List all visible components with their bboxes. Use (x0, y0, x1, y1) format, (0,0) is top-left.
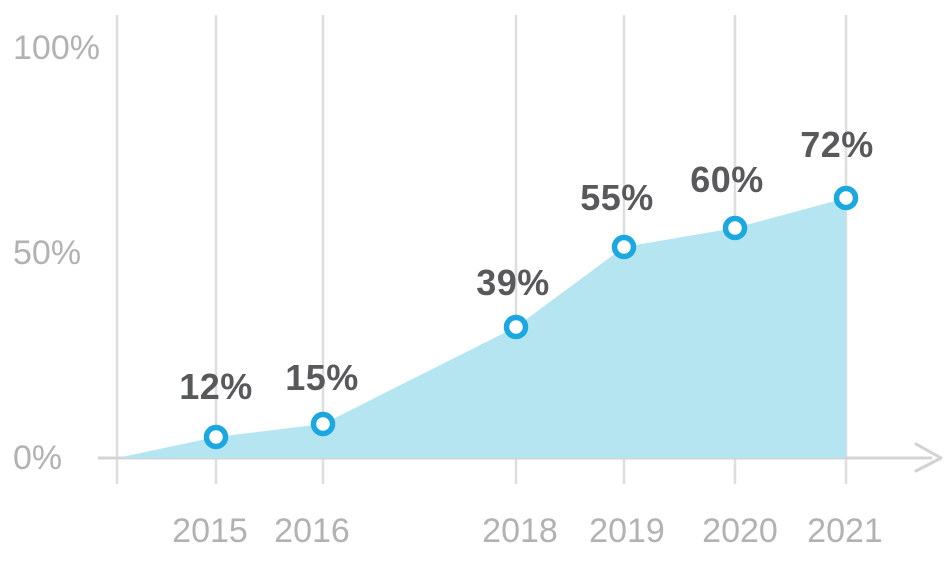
data-label-2018: 39% (476, 262, 550, 303)
x-axis-tick-label: 2016 (274, 512, 350, 550)
data-point-2016 (310, 411, 336, 437)
area-fill (117, 198, 846, 458)
data-point-2015 (203, 424, 229, 450)
x-axis-tick-label: 2015 (172, 512, 248, 550)
data-label-2021: 72% (800, 124, 874, 165)
y-axis-tick-label: 100% (13, 29, 100, 67)
data-label-2015: 12% (179, 366, 253, 407)
y-axis-tick-label: 0% (13, 439, 62, 477)
x-axis-tick-label: 2020 (702, 512, 778, 550)
x-axis-arrow-icon (914, 442, 943, 473)
data-label-2020: 60% (690, 159, 764, 200)
data-point-2019 (611, 234, 637, 260)
data-point-2021 (833, 185, 859, 211)
data-label-2016: 15% (285, 357, 359, 398)
data-point-2018 (503, 314, 529, 340)
data-point-2020 (722, 215, 748, 241)
x-axis-tick-label: 2018 (482, 512, 558, 550)
y-axis-tick-label: 50% (13, 234, 81, 272)
data-label-2019: 55% (580, 177, 654, 218)
x-axis-tick-label: 2021 (807, 512, 883, 550)
x-axis-tick-label: 2019 (589, 512, 665, 550)
